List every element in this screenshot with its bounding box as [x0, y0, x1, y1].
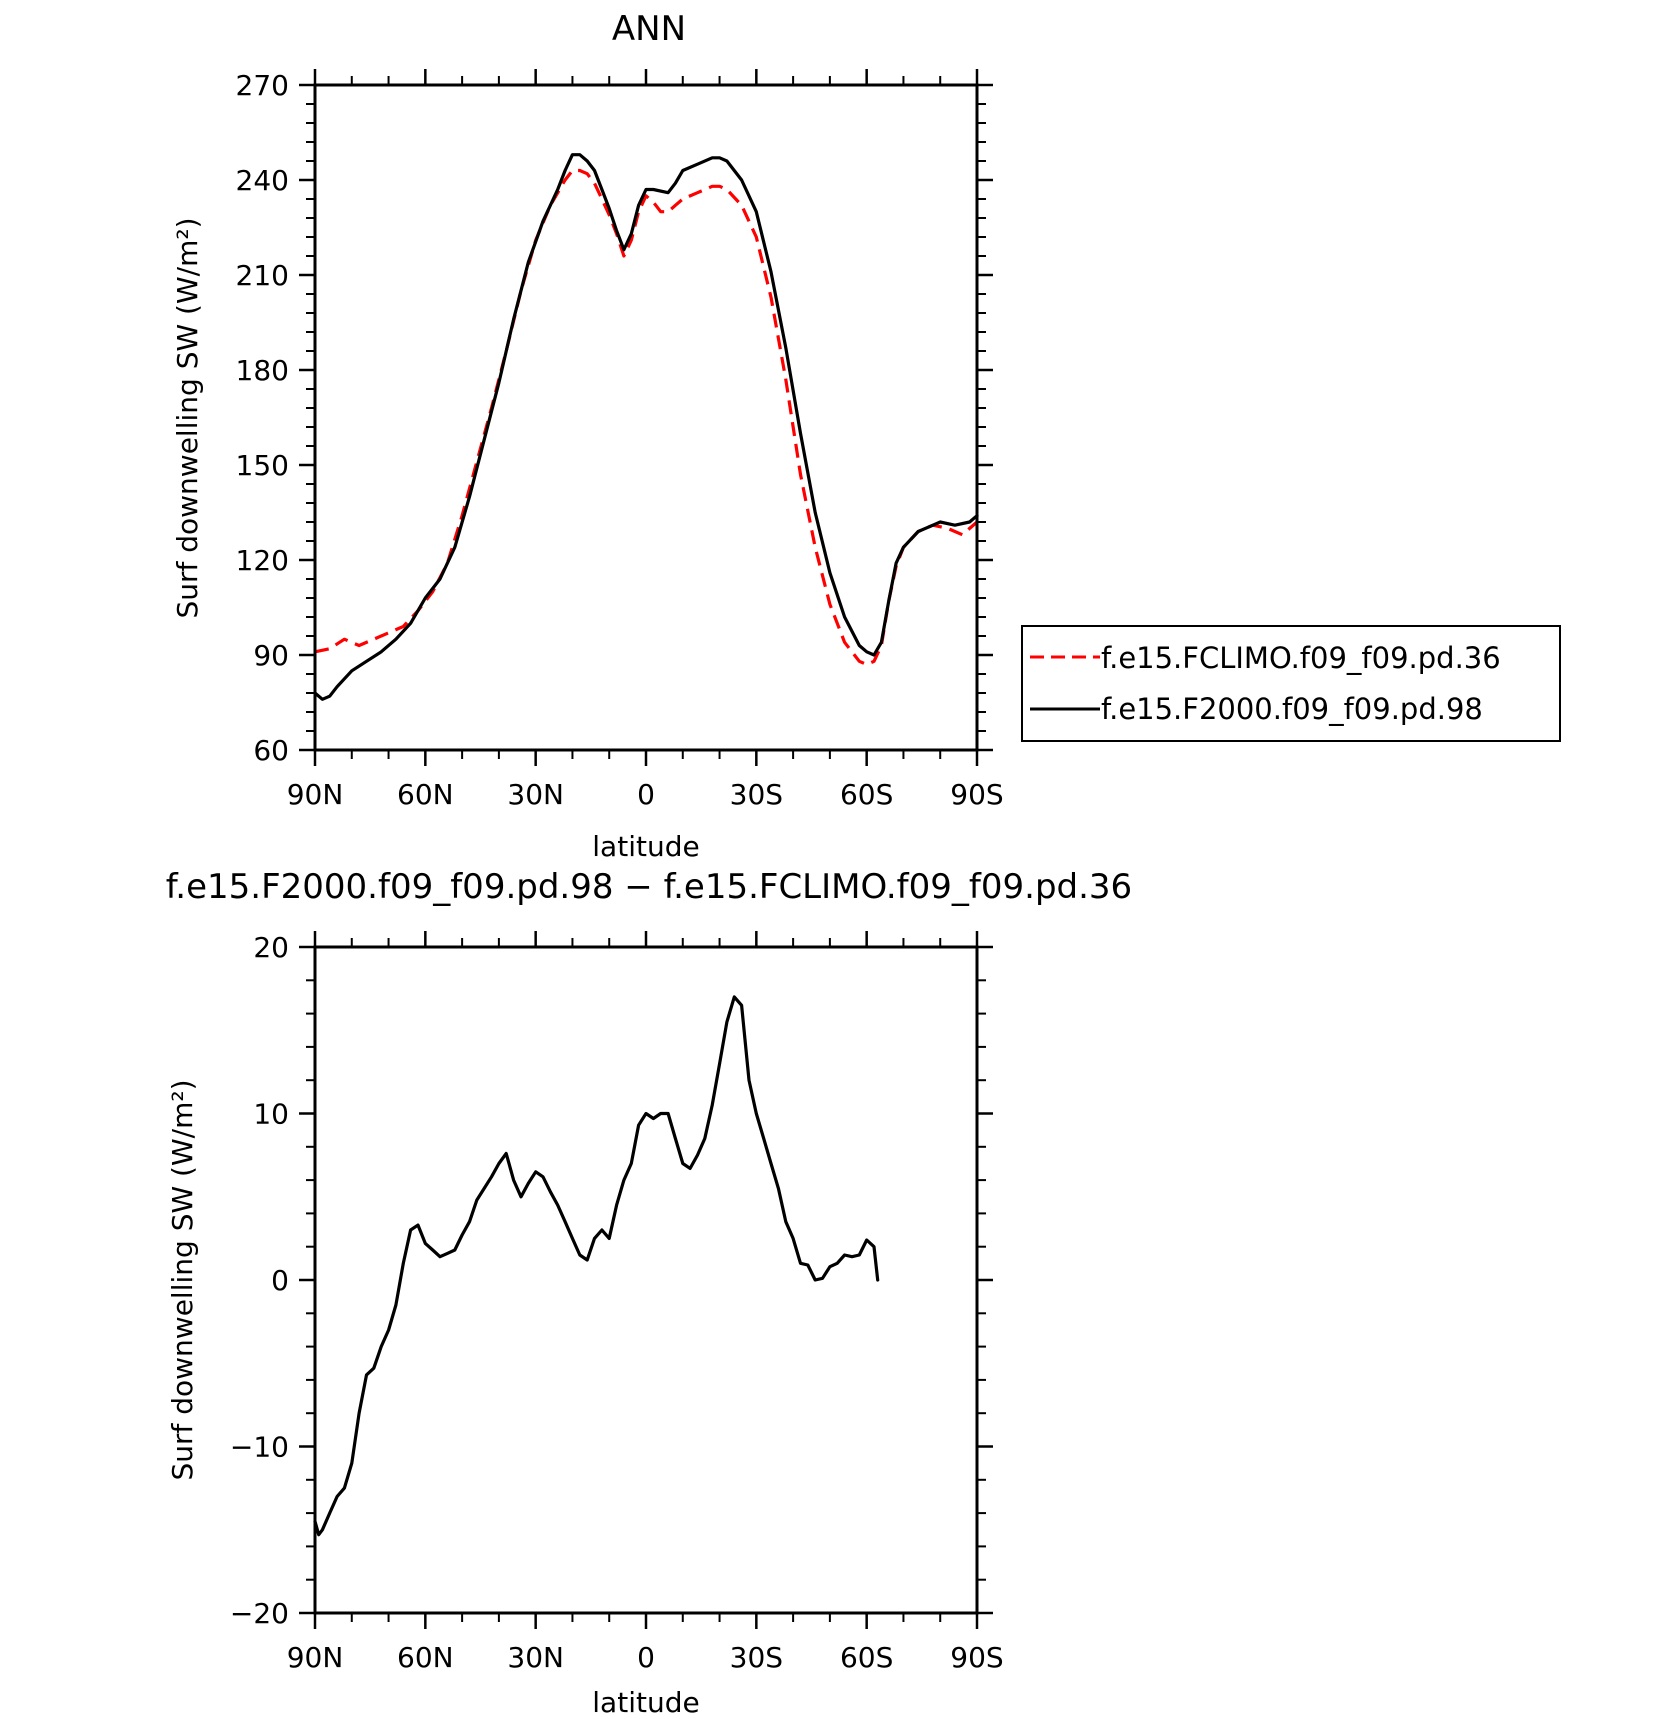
y-tick-label: 180 [236, 354, 289, 387]
y-tick-label: −10 [230, 1431, 289, 1464]
y-tick-label: 210 [236, 259, 289, 292]
y-tick-label: 10 [253, 1098, 289, 1131]
x-tick-label: 0 [637, 778, 655, 811]
series-line-fclimo [314, 168, 979, 667]
bottom-y-axis-label: Surf downwelling SW (W/m²) [166, 1079, 199, 1480]
legend-box [1021, 625, 1561, 742]
legend-label-fclimo: f.e15.FCLIMO.f09_f09.pd.36 [1101, 641, 1501, 675]
y-tick-label: 150 [236, 449, 289, 482]
y-tick-label: −20 [230, 1597, 289, 1630]
y-tick-label: 60 [253, 734, 289, 767]
legend: f.e15.FCLIMO.f09_f09.pd.36 f.e15.F2000.f… [1021, 625, 1561, 742]
top-y-axis-label: Surf downwelling SW (W/m²) [171, 217, 204, 618]
bottom-y-tick-labels: −20 −10 0 10 20 [230, 931, 289, 1630]
top-y-tick-labels: 60 90 120 150 180 210 240 270 [236, 69, 289, 767]
x-tick-label: 90N [287, 778, 344, 811]
top-chart-title: ANN [612, 9, 686, 49]
x-tick-label: 90N [287, 1641, 344, 1674]
x-tick-label: 30S [730, 778, 783, 811]
top-panel: ANN 60 90 120 150 180 210 240 270 90N 60N 30N 0 30S… [171, 9, 1561, 863]
x-tick-label: 60N [397, 778, 454, 811]
x-tick-label: 30N [507, 1641, 564, 1674]
bottom-chart-title: f.e15.F2000.f09_f09.pd.98 − f.e15.FCLIMO… [166, 867, 1132, 907]
y-tick-label: 240 [236, 164, 289, 197]
x-tick-label: 90S [950, 1641, 1003, 1674]
y-tick-label: 20 [253, 931, 289, 964]
top-tick-marks [299, 69, 993, 766]
legend-label-f2000: f.e15.F2000.f09_f09.pd.98 [1101, 692, 1483, 726]
series-line-f2000 [313, 153, 979, 701]
x-tick-label: 30S [730, 1641, 783, 1674]
top-x-axis-label: latitude [592, 830, 699, 863]
x-tick-label: 60S [840, 1641, 893, 1674]
y-tick-label: 270 [236, 69, 289, 102]
y-tick-label: 120 [236, 544, 289, 577]
x-tick-label: 90S [950, 778, 1003, 811]
x-tick-label: 60N [397, 1641, 454, 1674]
bottom-series-group [313, 995, 880, 1537]
series-line-difference [313, 995, 880, 1537]
x-tick-label: 60S [840, 778, 893, 811]
bottom-x-axis-label: latitude [592, 1686, 699, 1719]
bottom-x-tick-labels: 90N 60N 30N 0 30S 60S 90S [287, 1641, 1004, 1674]
y-tick-label: 90 [253, 639, 289, 672]
x-tick-label: 0 [637, 1641, 655, 1674]
y-tick-label: 0 [271, 1264, 289, 1297]
top-series-group [313, 153, 979, 701]
top-x-tick-labels: 90N 60N 30N 0 30S 60S 90S [287, 778, 1004, 811]
bottom-panel: f.e15.F2000.f09_f09.pd.98 − f.e15.FCLIMO… [166, 867, 1132, 1719]
bottom-tick-marks [299, 931, 993, 1629]
x-tick-label: 30N [507, 778, 564, 811]
